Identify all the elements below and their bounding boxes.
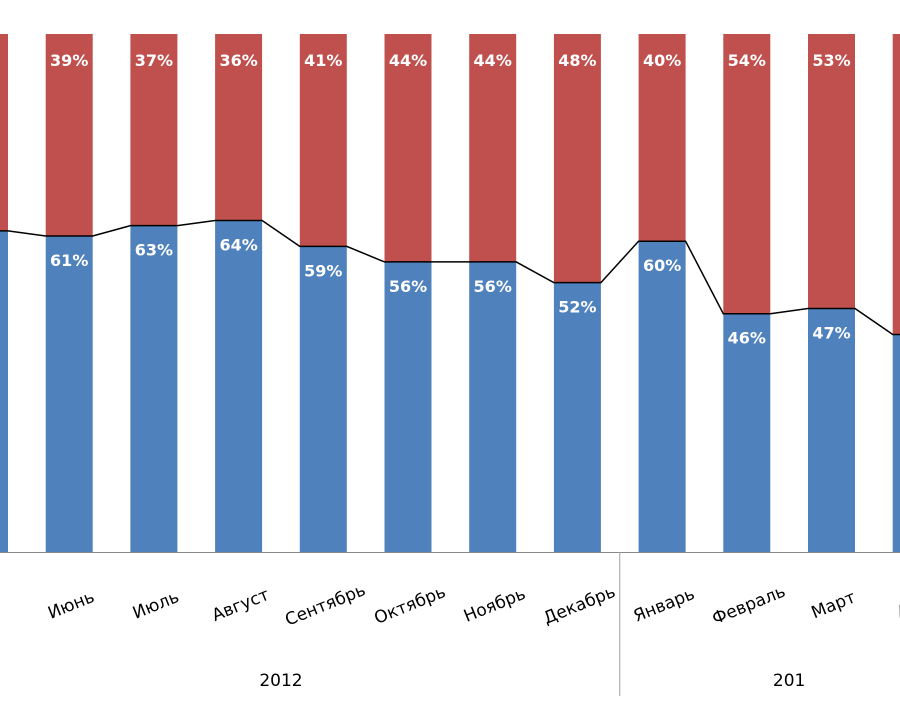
x-tick-label: Июнь: [45, 587, 97, 624]
bar-red: [469, 34, 517, 262]
data-label-blue: 56%: [474, 277, 512, 296]
data-label-blue: 59%: [304, 261, 342, 280]
bar-blue: [215, 220, 263, 553]
x-tick-label: Ноябрь: [461, 584, 528, 627]
bar-red: [299, 34, 347, 247]
data-label-blue: 61%: [50, 251, 88, 270]
x-tick-label: Февраль: [709, 582, 788, 629]
x-tick-label: Июль: [130, 587, 182, 623]
x-axis: Июнь Июль Август Сентябрь Октябрь Ноябрь Декаб…: [0, 552, 900, 696]
x-tick-label: Октябрь: [372, 582, 449, 629]
x-tick-label: Декабрь: [541, 582, 619, 629]
bar-red: [808, 34, 855, 309]
bar-red: [553, 34, 601, 283]
data-label-blue: 47%: [812, 324, 850, 343]
data-label-blue: 56%: [389, 277, 427, 296]
bar-red: [723, 34, 771, 314]
bar-blue: [384, 261, 432, 552]
data-label-red: 41%: [304, 51, 342, 70]
x-tick-label: Январь: [631, 584, 698, 627]
data-label-red: 44%: [389, 51, 427, 70]
x-tick-label: Август: [209, 585, 272, 626]
bar-red: [638, 34, 686, 242]
data-label-red: 39%: [50, 51, 88, 70]
x-tick-label: Март: [809, 587, 859, 623]
data-label-blue: 64%: [219, 235, 257, 254]
data-label-red: 53%: [812, 51, 850, 70]
bar-red: [45, 34, 93, 237]
bar-blue: [469, 261, 517, 552]
x-tick-label: Апре: [894, 588, 900, 623]
bars-layer: [0, 34, 900, 553]
data-label-blue: 63%: [135, 241, 173, 260]
bar-red: [215, 34, 263, 221]
x-tick-label: Сентябрь: [282, 580, 368, 630]
bar-red: [384, 34, 432, 262]
data-label-red: 36%: [219, 51, 257, 70]
bar-blue: [638, 241, 686, 552]
year-group-label: 201: [773, 671, 805, 691]
series-connector-line: [0, 219, 900, 336]
connector-line-layer: [0, 219, 900, 336]
data-label-red: 48%: [558, 51, 596, 70]
data-label-red: 54%: [728, 51, 766, 70]
bar-blue: [45, 236, 93, 552]
bar-red: [0, 34, 8, 231]
bar-blue: [299, 246, 347, 552]
data-label-red: 37%: [135, 51, 173, 70]
bar-blue: [553, 282, 601, 552]
data-label-red: 44%: [474, 51, 512, 70]
data-label-red: 40%: [643, 51, 681, 70]
bar-blue: [723, 313, 771, 552]
bar-blue: [130, 225, 178, 552]
data-labels-layer: %%61%39%63%37%64%36%59%41%56%44%56%44%52…: [50, 51, 851, 348]
bar-blue: [808, 308, 855, 552]
bar-blue: [0, 230, 8, 552]
data-label-blue: 46%: [728, 329, 766, 348]
bar-blue: [892, 334, 900, 552]
bar-red: [130, 34, 178, 226]
year-group-label: 2012: [259, 671, 302, 691]
bar-red: [892, 34, 900, 335]
data-label-blue: 52%: [558, 298, 596, 317]
data-label-blue: 60%: [643, 256, 681, 275]
